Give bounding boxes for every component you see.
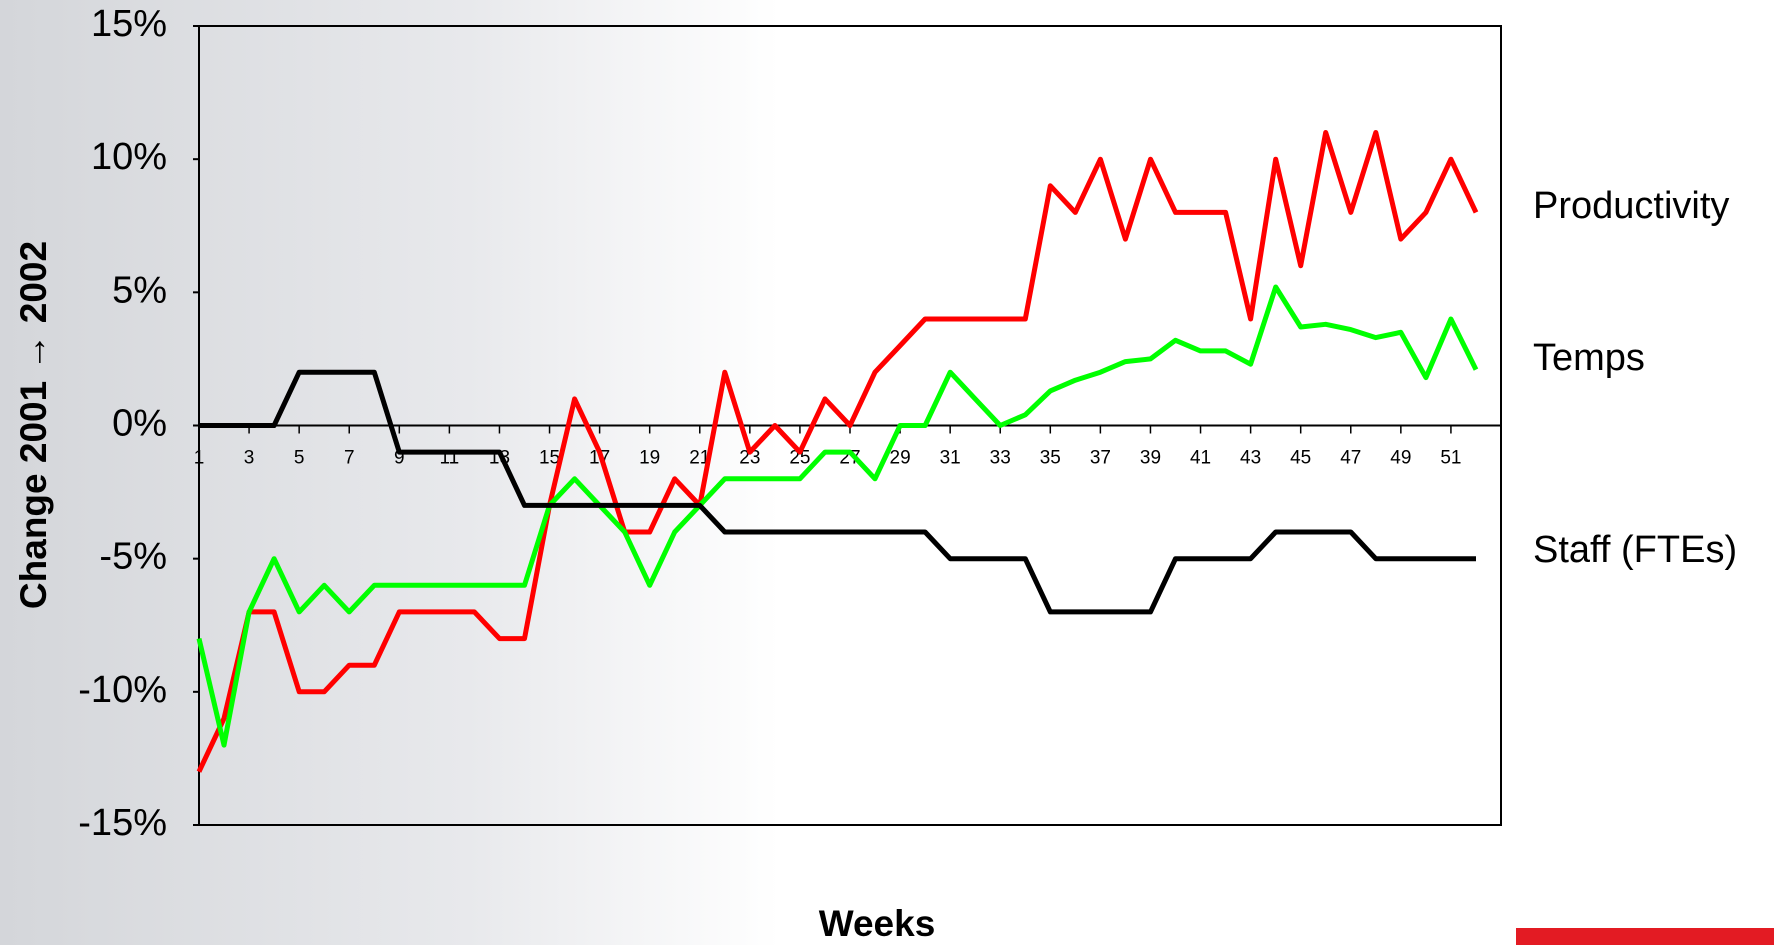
series-line [196,130,1479,773]
x-tick-label: 35 [1040,448,1061,469]
x-tick-label: 33 [990,448,1011,469]
x-tick-label: 49 [1390,448,1411,469]
x-tick-label: 37 [1090,448,1111,469]
x-tick-label: 43 [1240,448,1261,469]
x-tick-label: 7 [344,448,355,469]
x-tick-label: 15 [539,448,560,469]
y-tick-label: 0% [112,403,167,445]
x-tick-label: 45 [1290,448,1311,469]
legend-label: Staff (FTEs) [1533,529,1737,571]
series-line [196,284,1479,748]
x-tick-label: 41 [1190,448,1211,469]
y-tick-label: -5% [99,536,167,578]
x-tick-label: 3 [244,448,255,469]
series-line [199,369,1476,615]
x-tick-label: 51 [1440,448,1461,469]
x-tick-label: 39 [1140,448,1161,469]
x-tick-label: 29 [890,448,911,469]
x-tick-label: 5 [294,448,305,469]
x-tick-label: 31 [940,448,961,469]
x-tick-label: 23 [739,448,760,469]
y-tick-label: 5% [112,269,167,311]
x-tick-label: 9 [394,448,405,469]
x-tick-label: 47 [1340,448,1361,469]
y-tick-label: -15% [78,802,167,844]
x-tick-label: 25 [789,448,810,469]
x-tick-label: 19 [639,448,660,469]
x-tick-label: 21 [689,448,710,469]
brand-bar [1516,928,1774,945]
x-axis-title: Weeks [819,903,936,944]
y-axis-title: Change 2001 → 2002 [13,241,54,609]
legend-label: Temps [1533,337,1645,379]
y-tick-label: 10% [91,136,167,178]
legend-label: Productivity [1533,185,1729,227]
y-tick-label: -10% [78,669,167,711]
x-tick-label: 1 [194,448,205,469]
background-image [0,0,780,945]
y-tick-label: 15% [91,3,167,45]
